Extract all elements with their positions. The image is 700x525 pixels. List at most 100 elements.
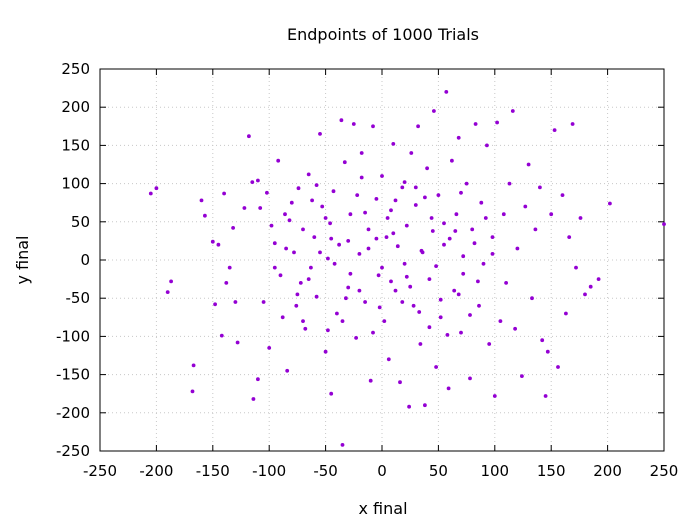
data-point [344,296,348,301]
data-point [662,222,666,227]
data-point [450,158,454,163]
grid [99,68,665,452]
data-point [418,342,423,346]
data-point [363,300,367,304]
data-point [346,285,351,290]
data-point [464,181,469,186]
chart-title: Endpoints of 1000 Trials [287,25,479,44]
data-point [404,223,409,228]
data-point [407,404,411,409]
data-point [389,208,393,213]
data-point [368,378,373,383]
data-point [574,265,578,270]
data-point [359,175,364,180]
data-point [468,313,472,317]
data-point [400,300,405,304]
data-point [382,319,387,323]
data-point [498,319,503,323]
data-point [459,330,463,335]
data-point [148,191,153,196]
data-point [346,239,351,243]
data-point [400,185,405,190]
data-point [490,252,495,256]
data-point [272,241,277,246]
data-point [366,227,371,232]
y-tick-label: -50 [66,289,91,307]
y-tick-label: 0 [80,251,90,269]
data-point [320,204,325,209]
data-point [329,391,334,396]
data-point [256,377,260,382]
x-tick-label: 50 [429,462,448,480]
data-point [295,292,300,297]
data-point [490,235,495,240]
data-point [391,231,396,236]
data-point [272,265,277,270]
data-point [154,186,159,191]
data-points [148,90,666,447]
data-point [389,279,393,284]
data-point [287,218,292,223]
data-point [570,122,575,126]
data-point [556,365,560,369]
data-point [425,166,429,171]
data-point [477,303,481,308]
data-point [216,242,221,247]
data-point [408,284,413,289]
data-point [242,206,247,210]
axis-ticks: -250 -200 -150 -100 -50 0 50 100 150 200 250 -250 -2… [56,60,678,480]
data-point [470,227,475,232]
data-point [472,241,477,246]
data-point [169,279,174,284]
data-point [280,315,285,320]
data-point [583,292,587,297]
data-point [227,265,232,270]
data-point [479,200,484,205]
data-point [395,244,400,249]
data-point [190,389,195,394]
data-point [447,236,452,241]
data-point [417,310,422,314]
data-point [432,109,436,113]
data-point [596,277,601,281]
data-point [219,333,224,338]
data-point [549,212,554,217]
y-axis-title: y final [13,235,32,284]
data-point [445,333,450,337]
data-point [413,203,418,207]
data-point [454,212,459,217]
data-point [560,193,565,198]
data-point [483,216,488,220]
data-point [326,328,330,333]
data-point [430,229,435,233]
data-point [332,261,337,266]
data-point [473,122,478,126]
data-point [456,292,461,297]
data-point [340,319,345,323]
data-point [552,128,557,133]
data-point [323,349,328,354]
data-point [289,200,294,205]
data-point [456,135,461,140]
data-point [318,250,322,255]
data-point [495,120,499,125]
data-point [355,193,360,198]
data-point [267,346,272,350]
data-point [481,261,486,266]
data-point [376,273,381,278]
data-point [391,142,396,146]
data-point [323,216,328,220]
data-point [235,340,240,345]
data-point [442,221,446,226]
data-point [303,326,308,331]
data-point [398,380,402,385]
data-point [533,227,538,232]
data-point [485,143,489,148]
data-point [545,349,550,354]
data-point [543,394,548,398]
data-point [384,235,389,240]
data-point [306,172,311,177]
data-point [342,160,347,165]
data-point [351,122,356,126]
data-point [256,178,260,183]
